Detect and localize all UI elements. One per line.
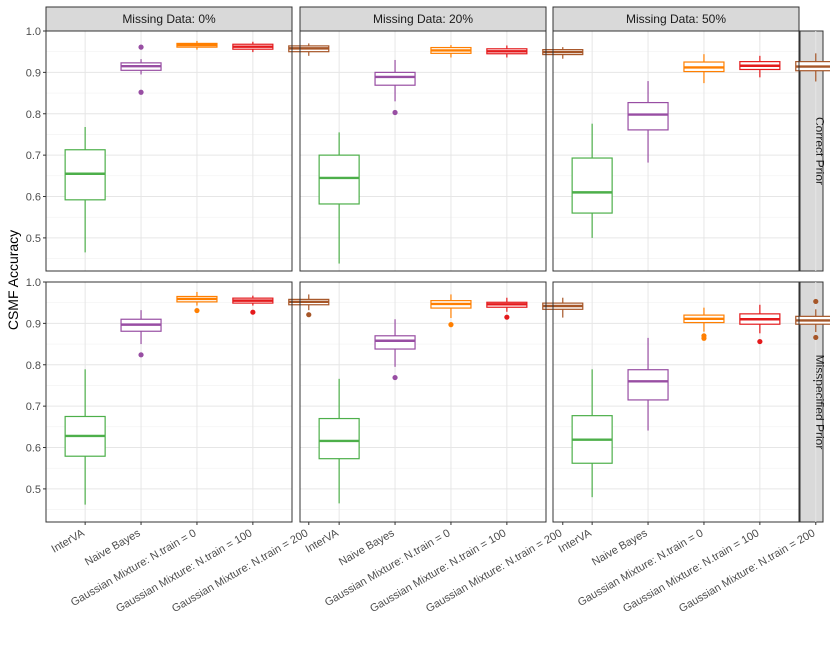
y-axis-title: CSMF Accuracy [5,230,21,330]
box-outlier-point [250,309,256,315]
panel-border [299,281,547,523]
panel-background [553,31,799,271]
panel-border [299,30,547,272]
box-outlier-point [392,109,398,116]
y-axis-tick-label: 0.6 [26,443,41,455]
row-facet-strip [799,281,824,523]
column-facet-label: Missing Data: 0% [122,12,216,26]
y-axis-tick-label: 0.7 [26,401,41,413]
box-iqr [318,154,360,205]
y-axis-tick-label: 1.0 [26,26,41,38]
column-facet-strip [45,6,293,32]
box-iqr [571,157,613,214]
y-axis-tick-label: 0.7 [26,150,41,162]
x-axis-tick-label: InterVA [50,527,88,556]
y-axis-tick-label: 0.8 [26,109,41,121]
box-outlier-point [701,333,707,339]
panel-border [45,281,293,523]
y-axis-tick-label: 0.5 [26,233,41,245]
y-axis-tick-label: 0.5 [26,484,41,496]
column-facet-label: Missing Data: 20% [373,12,473,26]
box-outlier-point [138,44,144,50]
box-outlier-point [813,334,819,341]
box-outlier-point [194,307,200,314]
box-outlier-point [504,314,510,320]
panel-background [300,31,546,271]
box-outlier-point [813,298,819,305]
panel-background [300,282,546,522]
panel-border [45,30,293,272]
row-facet-strip [799,30,824,272]
y-axis-tick-label: 0.9 [26,318,41,330]
panel-background [46,282,292,522]
panel-border [552,281,800,523]
box-iqr [627,369,669,401]
x-axis-tick-label: InterVA [557,527,595,556]
box-iqr [627,101,669,131]
box-outlier-point [448,322,454,328]
y-axis-tick-label: 0.6 [26,192,41,204]
y-axis-tick-label: 1.0 [26,277,41,289]
box-outlier-point [757,338,763,345]
x-axis-tick-label: InterVA [304,527,342,556]
box-iqr [318,417,360,460]
box-outlier-point [392,374,398,381]
y-axis-tick-label: 0.9 [26,67,41,79]
row-facet-label: Correct Prior [813,117,827,185]
box-iqr [374,335,416,350]
box-iqr [374,71,416,86]
column-facet-label: Missing Data: 50% [626,12,726,26]
panel-border [552,30,800,272]
box-outlier-point [306,312,312,318]
box-outlier-point [138,352,144,358]
y-axis-tick-label: 0.8 [26,360,41,372]
box-outlier-point [138,89,144,95]
column-facet-strip [299,6,547,32]
row-facet-label: Misspecified Prior [813,355,827,450]
